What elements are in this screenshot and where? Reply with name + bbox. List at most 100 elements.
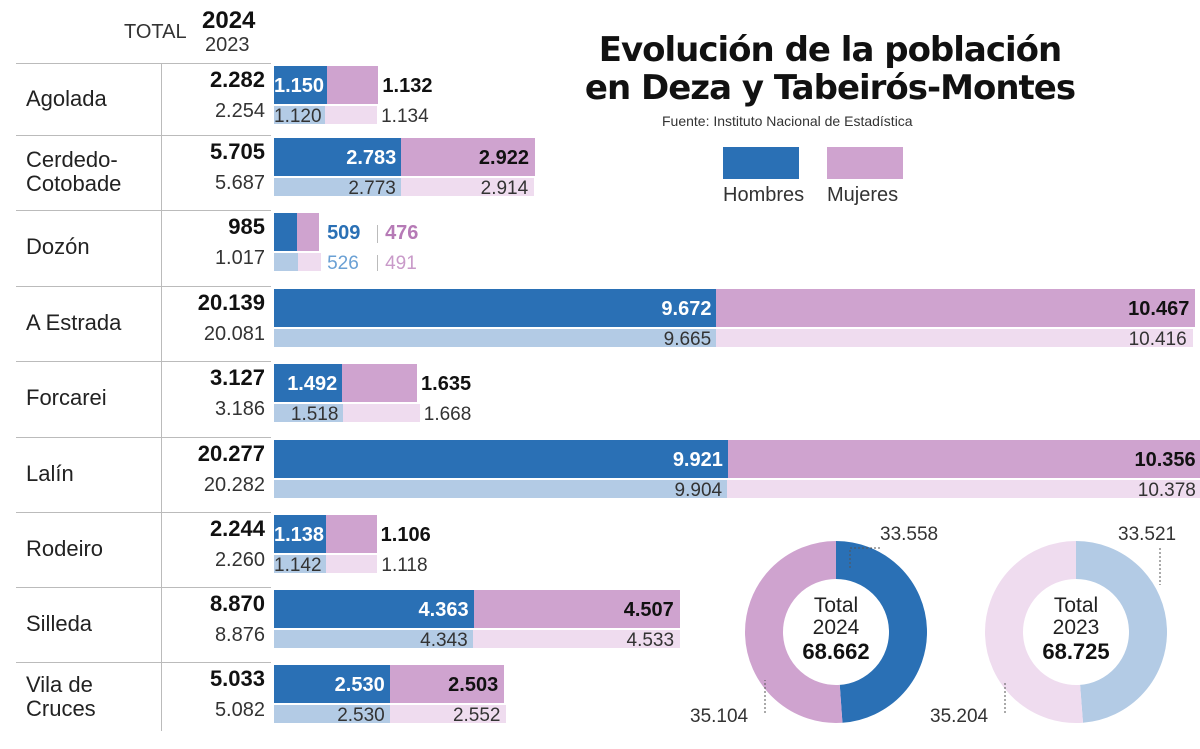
row-divider [16, 587, 271, 588]
bar-hombres-2024 [274, 590, 474, 628]
label-mujeres-2023: 2.914 [480, 178, 529, 199]
bar-hombres-2024 [274, 138, 402, 176]
bar-hombres-2024 [274, 289, 717, 327]
total-2023-value: 8.876 [214, 624, 265, 646]
row-divider [16, 662, 271, 663]
label-hombres-2024: 2.783 [346, 147, 397, 169]
label-mujeres-2023: 1.118 [381, 555, 428, 576]
total-2024-value: 2.244 [209, 516, 265, 541]
label-hombres-2023: 9.904 [674, 480, 723, 501]
label-mujeres-2023: 491 [385, 253, 417, 274]
label-separator-2024 [377, 225, 379, 243]
total-2024-value: 5.033 [209, 666, 265, 691]
total-2024-value: 3.127 [209, 365, 265, 390]
municipality-name: Cruces [26, 696, 96, 721]
row-divider [16, 286, 271, 287]
bar-mujeres-2023 [343, 404, 420, 422]
municipality-name: Rodeiro [26, 535, 104, 561]
row-divider [16, 210, 271, 211]
bar-hombres-2023 [274, 106, 326, 124]
bar-mujeres-2023 [325, 106, 378, 124]
bar-hombres-2024 [274, 213, 298, 251]
label-hombres-2023: 2.773 [348, 178, 396, 199]
label-mujeres-2024: 1.635 [421, 373, 472, 395]
bar-hombres-2023 [274, 329, 717, 347]
label-mujeres-2024: 10.356 [1134, 449, 1196, 471]
total-2024-value: 5.705 [209, 139, 265, 164]
municipality-name: Vila de [26, 672, 93, 697]
bar-mujeres-2024 [473, 590, 680, 628]
donut-center-year: 2023 [1053, 616, 1100, 639]
label-mujeres-2024: 1.106 [380, 524, 431, 546]
source-note: Fuente: Instituto Nacional de Estadístic… [662, 113, 913, 129]
total-2024-value: 20.277 [197, 441, 265, 466]
chart-title-line1: Evolución de la población [598, 30, 1063, 70]
donut-slice-mujeres [985, 541, 1083, 723]
bar-hombres-2024 [274, 665, 390, 703]
label-hombres-2024: 509 [327, 222, 361, 244]
total-2023-value: 2.260 [214, 549, 265, 571]
label-mujeres-2024: 1.132 [382, 75, 433, 97]
label-mujeres-2024: 2.503 [448, 674, 499, 696]
bar-hombres-2023 [274, 705, 390, 723]
bar-hombres-2024 [274, 364, 343, 402]
row-divider [16, 63, 271, 64]
total-2023-value: 5.687 [214, 172, 265, 194]
row-divider [16, 135, 271, 136]
donut-label-hombres: 33.558 [880, 524, 938, 545]
bar-hombres-2023 [274, 178, 401, 196]
label-mujeres-2023: 2.552 [452, 705, 501, 726]
leader-line-hombres [849, 547, 880, 568]
label-mujeres-2024: 2.922 [478, 147, 529, 169]
total-2023-value: 20.282 [203, 474, 265, 496]
bar-hombres-2024 [274, 440, 728, 478]
donut-center-total: 68.662 [802, 639, 869, 664]
bar-mujeres-2023 [326, 555, 378, 573]
donut-label-hombres: 33.521 [1118, 524, 1176, 545]
donut-label-mujeres: 35.204 [930, 706, 989, 727]
total-2024-value: 20.139 [197, 290, 265, 315]
label-hombres-2023: 2.530 [337, 705, 385, 726]
label-mujeres-2023: 1.134 [381, 106, 429, 127]
total-2024-value: 8.870 [209, 591, 265, 616]
total-2024-value: 985 [228, 214, 265, 239]
label-mujeres-2024: 10.467 [1128, 298, 1190, 320]
label-hombres-2023: 4.343 [420, 630, 468, 651]
bar-hombres-2023 [274, 555, 327, 573]
legend-mujeres-swatch [827, 147, 903, 179]
bar-mujeres-2024 [389, 665, 505, 703]
column-divider [161, 63, 162, 731]
total-2023-value: 20.081 [203, 323, 265, 345]
label-hombres-2023: 1.518 [290, 404, 339, 425]
year-2023-header: 2023 [205, 34, 250, 56]
row-divider [16, 512, 271, 513]
legend-hombres-label: Hombres [723, 184, 805, 206]
label-mujeres-2023: 10.378 [1137, 480, 1196, 501]
label-separator-2023 [377, 255, 379, 271]
total-2023-value: 1.017 [214, 247, 265, 269]
label-hombres-2024: 9.921 [672, 449, 723, 471]
donut-slice-hombres [1075, 541, 1167, 723]
bar-mujeres-2023 [716, 329, 1193, 347]
chart-title-line2: en Deza y Tabeirós-Montes [584, 68, 1076, 108]
label-hombres-2024: 1.138 [274, 524, 325, 546]
total-2023-value: 2.254 [214, 100, 265, 122]
label-mujeres-2024: 476 [385, 222, 419, 244]
bar-mujeres-2024 [716, 289, 1196, 327]
donut-label-mujeres: 35.104 [690, 706, 749, 727]
label-hombres-2024: 4.363 [418, 599, 469, 621]
bar-mujeres-2024 [297, 213, 320, 251]
donut-slice-mujeres [745, 541, 843, 723]
total-2023-value: 3.186 [214, 398, 265, 420]
label-hombres-2023: 1.120 [274, 106, 322, 127]
municipality-name: Dozón [26, 234, 90, 259]
bar-hombres-2024 [274, 66, 327, 104]
municipality-name: Forcarei [26, 385, 107, 410]
label-mujeres-2023: 4.533 [626, 630, 675, 651]
bar-mujeres-2023 [727, 480, 1200, 498]
bar-hombres-2023 [274, 404, 344, 422]
label-mujeres-2023: 1.668 [423, 404, 472, 425]
bar-mujeres-2023 [389, 705, 507, 723]
